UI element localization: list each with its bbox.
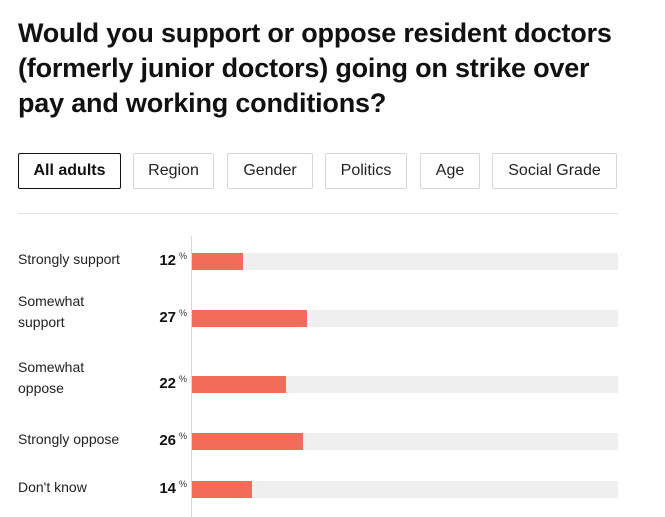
percent-unit-label: % [179, 251, 188, 261]
tab-gender[interactable]: Gender [227, 153, 313, 189]
value-label-somewhat-oppose: 22 [159, 375, 176, 392]
percent-unit-label: % [179, 374, 188, 384]
percent-unit-label: % [179, 308, 188, 318]
bar-strongly-oppose [192, 433, 303, 450]
bar-track [192, 481, 618, 498]
bar-track [192, 310, 618, 327]
tab-social-grade[interactable]: Social Grade [492, 153, 617, 189]
percent-unit-label: % [179, 431, 188, 441]
tab-politics[interactable]: Politics [325, 153, 407, 189]
chart-title: Would you support or oppose resident doc… [18, 18, 612, 118]
value-label-don-t-know: 14 [159, 480, 176, 497]
bar-track [192, 376, 618, 393]
bar-don-t-know [192, 481, 252, 498]
category-label-somewhat-oppose: Somewhat oppose [18, 359, 85, 396]
percent-unit-label: % [179, 479, 188, 489]
bar-track [192, 253, 618, 270]
category-label-don-t-know: Don't know [18, 479, 87, 495]
tab-region[interactable]: Region [133, 153, 214, 189]
tab-all-adults[interactable]: All adults [18, 153, 121, 189]
category-label-strongly-support: Strongly support [18, 251, 120, 267]
bar-somewhat-oppose [192, 376, 286, 393]
bar-strongly-support [192, 253, 244, 270]
bar-somewhat-support [192, 310, 308, 327]
bar-track [192, 433, 618, 450]
value-label-strongly-support: 12 [159, 252, 176, 269]
value-label-somewhat-support: 27 [159, 309, 176, 326]
tab-age[interactable]: Age [420, 153, 480, 189]
divider [18, 213, 618, 214]
chart-axis-line [191, 236, 192, 517]
category-label-somewhat-support: Somewhat support [18, 293, 85, 330]
value-label-strongly-oppose: 26 [159, 432, 176, 449]
category-label-strongly-oppose: Strongly oppose [18, 431, 120, 447]
